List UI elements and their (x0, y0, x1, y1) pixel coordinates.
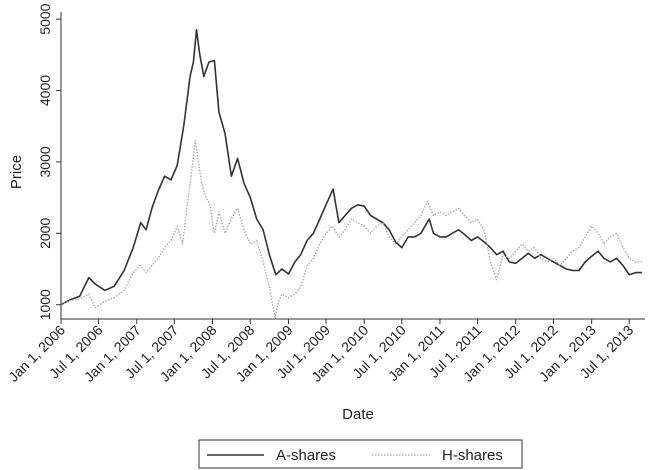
y-axis-ticks: 1000 2000 3000 4000 5000 (37, 3, 61, 320)
x-axis-title: Date (342, 406, 374, 423)
series-layer (60, 29, 643, 319)
y-tick-label: 4000 (37, 75, 53, 106)
legend-box (198, 439, 523, 469)
y-tick-label: 5000 (37, 3, 53, 34)
y-axis-title: Price (8, 155, 25, 189)
y-tick-label: 2000 (37, 218, 53, 249)
legend: A-shares H-shares (198, 439, 523, 469)
axes-layer (60, 12, 645, 320)
y-tick-label: 1000 (37, 289, 53, 320)
legend-label-a-shares: A-shares (276, 447, 336, 464)
legend-label-h-shares: H-shares (442, 447, 503, 464)
series-line-a-shares (60, 29, 643, 306)
y-tick-label: 3000 (37, 146, 53, 177)
series-line-h-shares (60, 139, 643, 319)
